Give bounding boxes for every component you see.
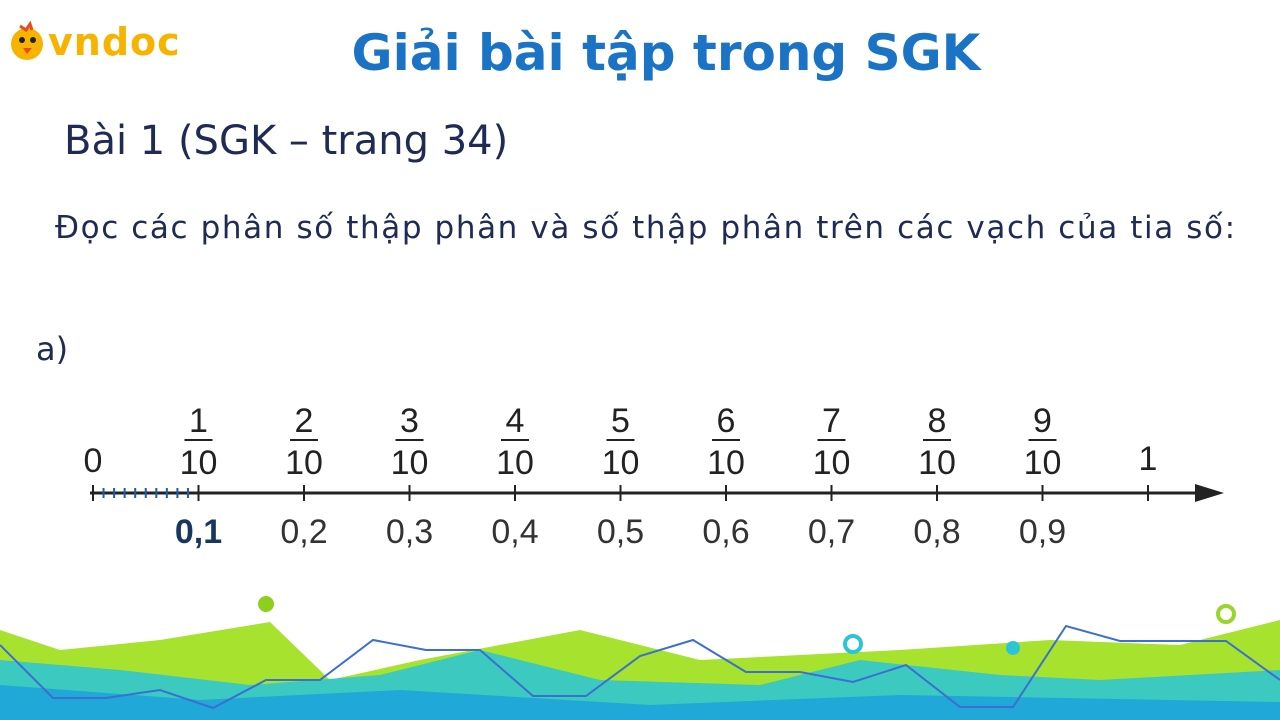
numerator: 5 [611, 402, 630, 440]
numerator: 4 [506, 402, 525, 440]
number-line: 0 1 1 10 2 10 3 10 4 10 5 10 6 10 7 10 8 10 9 10 0,1 0,2 0,3 0,… [84, 402, 1224, 551]
denominator: 10 [496, 444, 534, 482]
decimal-label: 0,8 [913, 513, 960, 551]
denominator: 10 [285, 444, 323, 482]
decimal-label: 0,4 [491, 513, 538, 551]
start-label: 0 [84, 442, 103, 480]
denominator: 10 [1024, 444, 1062, 482]
logo: vndoc [48, 20, 181, 64]
decimal-label: 0,3 [386, 513, 433, 551]
decimal-label: 0,6 [702, 513, 749, 551]
denominator: 10 [180, 444, 218, 482]
denominator: 10 [602, 444, 640, 482]
denominator: 10 [391, 444, 429, 482]
numerator: 1 [189, 402, 208, 440]
denominator: 10 [707, 444, 745, 482]
numerator: 3 [400, 402, 419, 440]
exercise-heading: Bài 1 (SGK – trang 34) [64, 118, 509, 164]
decimal-label: 0,5 [597, 513, 644, 551]
numerator: 2 [295, 402, 314, 440]
denominator: 10 [918, 444, 956, 482]
decimal-label: 0,9 [1019, 513, 1066, 551]
part-label: a) [36, 330, 69, 368]
logo-mascot [11, 20, 43, 60]
numerator: 7 [822, 402, 841, 440]
numerator: 8 [928, 402, 947, 440]
slide-title: Giải bài tập trong SGK [351, 24, 981, 82]
exercise-prompt: Đọc các phân số thập phân và số thập phâ… [55, 210, 1237, 246]
denominator: 10 [813, 444, 851, 482]
decimal-label: 0,7 [808, 513, 855, 551]
arrow [1195, 484, 1224, 502]
decimal-label: 0,2 [280, 513, 327, 551]
numerator: 6 [717, 402, 736, 440]
end-label: 1 [1139, 440, 1158, 478]
decimal-label: 0,1 [175, 513, 222, 551]
decoration [0, 596, 1280, 720]
numerator: 9 [1033, 402, 1052, 440]
